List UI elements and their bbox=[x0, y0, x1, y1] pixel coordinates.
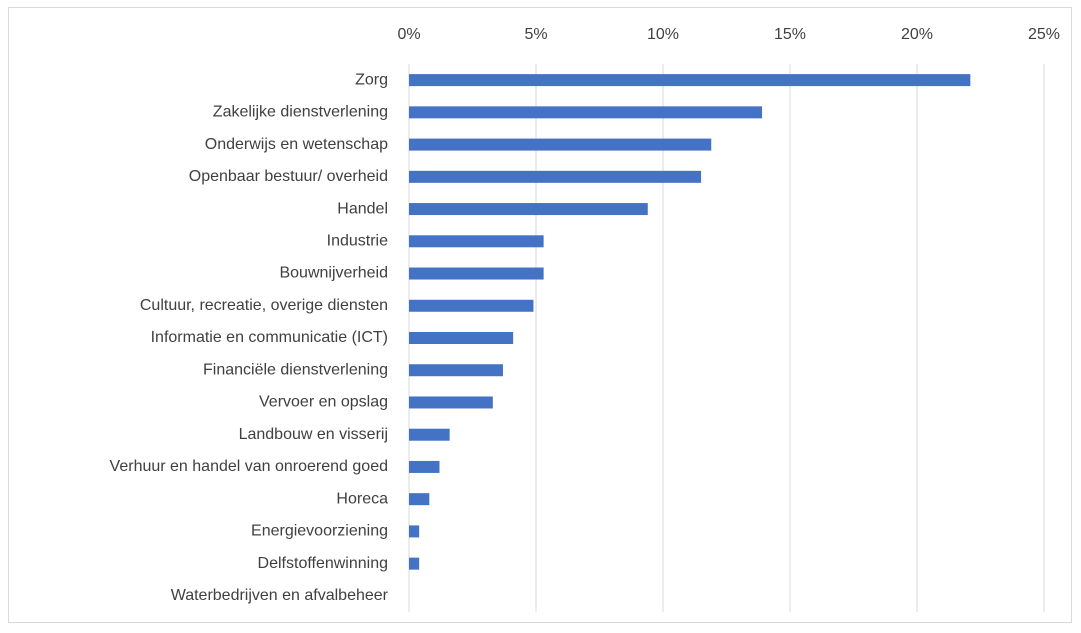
y-tick-label: Waterbedrijven en afvalbeheer bbox=[171, 587, 389, 604]
bar bbox=[409, 170, 702, 183]
bar bbox=[409, 106, 763, 119]
chart-border bbox=[8, 7, 1072, 623]
y-tick-label: Openbaar bestuur/ overheid bbox=[189, 168, 388, 185]
x-tick-label: 15% bbox=[774, 26, 806, 43]
bar bbox=[409, 74, 971, 87]
y-tick-label: Horeca bbox=[336, 490, 388, 507]
y-tick-label: Delfstoffenwinning bbox=[258, 555, 388, 572]
bar bbox=[409, 235, 544, 248]
y-tick-label: Onderwijs en wetenschap bbox=[205, 136, 388, 153]
x-tick-label: 0% bbox=[397, 26, 420, 43]
y-tick-label: Verhuur en handel van onroerend goed bbox=[110, 458, 388, 475]
bar bbox=[409, 364, 503, 377]
y-tick-label: Informatie en communicatie (ICT) bbox=[151, 329, 388, 346]
y-tick-label: Bouwnijverheid bbox=[279, 265, 388, 282]
bar bbox=[409, 525, 420, 538]
bar bbox=[409, 460, 440, 473]
bar bbox=[409, 557, 420, 570]
y-tick-label: Zakelijke dienstverlening bbox=[213, 104, 388, 121]
y-tick-label: Handel bbox=[337, 200, 388, 217]
x-tick-label: 10% bbox=[647, 26, 679, 43]
y-tick-label: Zorg bbox=[355, 71, 388, 88]
bar bbox=[409, 428, 450, 441]
y-tick-label: Cultuur, recreatie, overige diensten bbox=[140, 297, 388, 314]
y-tick-label: Industrie bbox=[327, 233, 388, 250]
y-tick-label: Financiële dienstverlening bbox=[203, 361, 388, 378]
x-tick-label: 5% bbox=[524, 26, 547, 43]
bar bbox=[409, 332, 514, 344]
bar bbox=[409, 299, 534, 312]
x-tick-label: 25% bbox=[1028, 26, 1060, 43]
bar bbox=[409, 267, 544, 280]
bar bbox=[409, 138, 712, 151]
bar bbox=[409, 203, 648, 216]
bar bbox=[409, 493, 430, 506]
x-tick-label: 20% bbox=[901, 26, 933, 43]
y-tick-label: Vervoer en opslag bbox=[259, 394, 388, 411]
y-tick-label: Landbouw en visserij bbox=[239, 426, 388, 443]
bar bbox=[409, 396, 493, 409]
y-tick-label: Energievoorziening bbox=[251, 523, 388, 540]
